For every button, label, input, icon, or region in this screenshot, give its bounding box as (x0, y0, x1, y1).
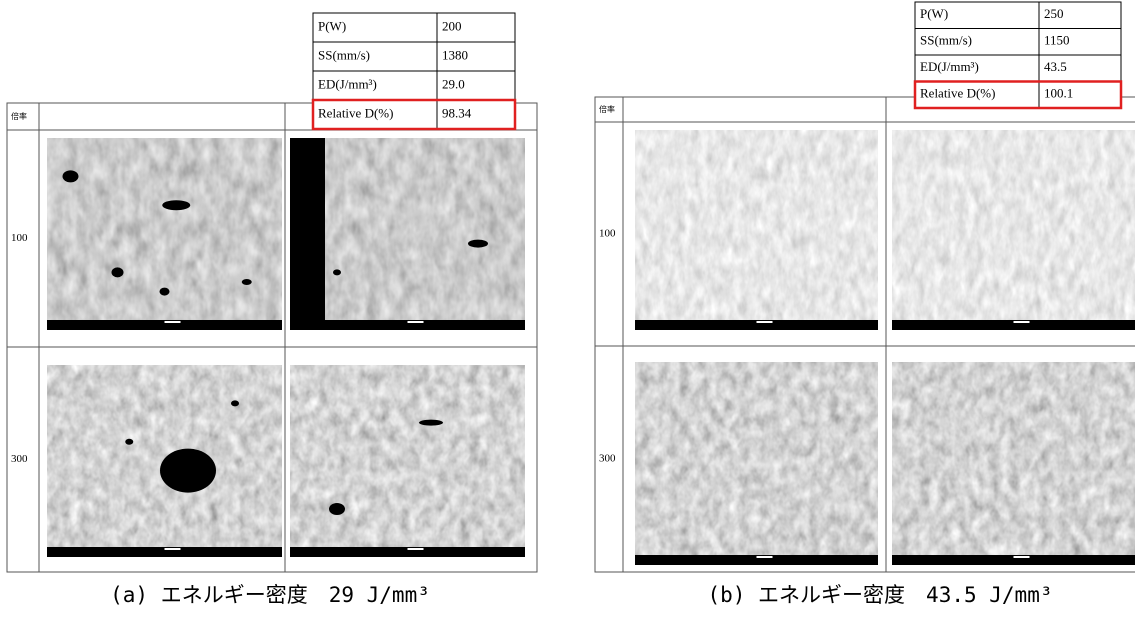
pore (242, 279, 252, 285)
scale-bar (408, 548, 424, 550)
caption: (b) エネルギー密度 43.5 J/mm³ (707, 583, 1052, 607)
param-name: Relative D(%) (318, 105, 393, 120)
param-value: 200 (442, 18, 462, 33)
pore (329, 503, 345, 515)
corner-label: 倍率 (599, 104, 615, 114)
param-name: ED(J/mm³) (920, 59, 979, 74)
pore (419, 420, 443, 426)
pore (468, 240, 488, 248)
sem-image (47, 365, 282, 557)
magnification-label: 100 (599, 228, 616, 240)
param-value: 98.34 (442, 105, 472, 120)
pore (63, 170, 79, 182)
scale-bar (757, 556, 773, 558)
sem-texture (290, 365, 525, 557)
sem-image (290, 138, 525, 330)
sem-image (892, 362, 1135, 565)
param-value: 100.1 (1044, 86, 1073, 101)
sem-image (635, 130, 878, 330)
sem-image (47, 138, 282, 330)
magnification-label: 300 (599, 453, 616, 465)
pore (160, 288, 170, 296)
scale-bar (408, 321, 424, 323)
param-name: ED(J/mm³) (318, 76, 377, 91)
sem-image (892, 130, 1135, 330)
corner-label: 倍率 (11, 111, 27, 121)
sem-texture (892, 362, 1135, 565)
param-name: P(W) (318, 18, 346, 33)
sem-texture (892, 130, 1135, 330)
sem-texture (635, 130, 878, 330)
param-name: Relative D(%) (920, 86, 995, 101)
magnification-label: 300 (11, 453, 28, 465)
sem-texture (290, 138, 525, 330)
scale-bar (757, 321, 773, 323)
pore (112, 267, 124, 277)
sem-image (635, 362, 878, 565)
figure: 倍率 100 300 P(W) 200 SS(mm/s) 1380 ED(J/mm³) 29.0… (0, 0, 1135, 619)
param-value: 1380 (442, 47, 468, 62)
param-value: 1150 (1044, 33, 1070, 48)
pore (160, 449, 216, 493)
pore (125, 439, 133, 445)
pore (162, 200, 190, 210)
pore (333, 269, 341, 275)
param-value: 250 (1044, 6, 1064, 21)
magnification-label: 100 (11, 232, 28, 244)
param-value: 29.0 (442, 76, 465, 91)
sem-texture (635, 362, 878, 565)
caption: (a) エネルギー密度 29 J/mm³ (110, 583, 430, 607)
scale-bar (165, 548, 181, 550)
sem-image (290, 365, 525, 557)
param-name: P(W) (920, 6, 948, 21)
scale-bar (165, 321, 181, 323)
param-name: SS(mm/s) (920, 33, 972, 48)
param-name: SS(mm/s) (318, 47, 370, 62)
pore (231, 400, 239, 406)
scale-bar (1014, 321, 1030, 323)
scale-bar (1014, 556, 1030, 558)
edge (290, 138, 325, 320)
sem-texture (47, 138, 282, 330)
param-value: 43.5 (1044, 59, 1067, 74)
